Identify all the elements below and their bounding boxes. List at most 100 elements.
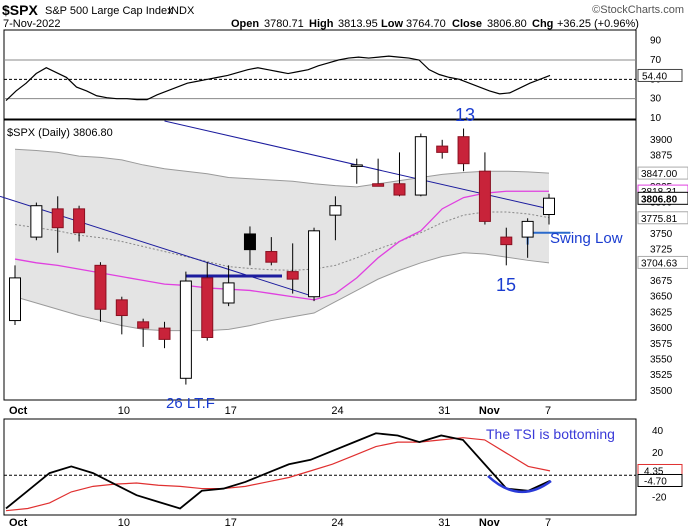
annotation-swing-low: Swing Low (550, 230, 623, 247)
oscillator-tick-10: 10 (650, 113, 662, 124)
price-tick-3575: 3575 (650, 339, 673, 350)
candle-body (265, 251, 278, 263)
price-x-tick-24: 24 (331, 405, 343, 417)
candle-body (9, 277, 21, 322)
candle (201, 262, 214, 341)
candle-body (372, 183, 385, 187)
price-tick-3675: 3675 (650, 276, 673, 287)
candle-body (137, 321, 150, 329)
tsi-x-tick-17: 17 (225, 517, 237, 528)
high-value: 3813.95 (338, 18, 378, 30)
candle-body (222, 282, 235, 304)
price-tick-3625: 3625 (650, 307, 673, 318)
tsi-tick--20: -20 (652, 492, 667, 503)
candle (158, 321, 171, 349)
candle (436, 139, 449, 159)
candle-body (51, 208, 64, 229)
candle (94, 262, 107, 322)
tsi-value-box-1 (637, 473, 683, 487)
oscillator-tick-90: 90 (650, 36, 662, 47)
candle-body (30, 205, 43, 238)
oscillator-panel (3, 29, 637, 120)
tsi-tick-40: 40 (652, 426, 664, 437)
price-value-label-2: 3806.80 (641, 194, 678, 205)
candle (265, 237, 278, 266)
bollinger-upper-line (14, 148, 550, 188)
price-tick-3500: 3500 (650, 386, 673, 397)
tsi-x-tick-31: 31 (438, 517, 450, 528)
symbol-title: $SPX (2, 2, 38, 18)
candle (286, 243, 299, 294)
price-tick-3725: 3725 (650, 245, 673, 256)
ohlc-readout: Open 3780.71 High 3813.95 Low 3764.70 Cl… (231, 18, 639, 30)
candle (393, 152, 406, 197)
close-value: 3806.80 (487, 18, 527, 30)
tsi-layer: -20020404.35-4.70 (4, 426, 683, 512)
price-x-tick-17: 17 (225, 405, 237, 417)
candle-body (521, 220, 534, 238)
tsi-value-label-0: 4.35 (644, 466, 664, 477)
tsi-x-tick-Oct: Oct (9, 517, 28, 528)
price-value-label-3: 3775.81 (641, 214, 678, 225)
candle-body (179, 280, 192, 379)
price-tick-3900: 3900 (650, 135, 673, 146)
price-x-tick-10: 10 (118, 405, 130, 417)
candle (179, 271, 192, 385)
candle (543, 193, 555, 225)
candle (329, 196, 342, 241)
candle-body (457, 136, 470, 165)
tsi-line (5, 432, 551, 510)
low-value: 3764.70 (406, 18, 446, 30)
tsi-x-tick-10: 10 (118, 517, 130, 528)
candle (73, 205, 86, 242)
price-value-box-3 (637, 211, 688, 225)
tsi-x-tick-24: 24 (331, 517, 343, 528)
candle (115, 296, 128, 335)
open-label: Open (231, 18, 259, 30)
watermark: ©StockCharts.com (592, 4, 684, 16)
price-value-label-0: 3847.00 (641, 169, 678, 180)
tsi-value-label-1: -4.70 (644, 476, 667, 487)
price-legend: $SPX (Daily) 3806.80 (7, 127, 113, 139)
price-value-label-4: 3704.63 (641, 258, 678, 269)
candle-body (500, 236, 513, 246)
chg-value: +36.25 (+0.96%) (557, 18, 639, 30)
oscillator-tick-30: 30 (650, 94, 662, 105)
chart-date: 7-Nov-2022 (3, 18, 60, 30)
high-label: High (309, 18, 334, 30)
candle-body (414, 136, 427, 196)
candle-body (201, 277, 214, 339)
open-value: 3780.71 (264, 18, 304, 30)
low-label: Low (381, 18, 403, 30)
bollinger-lower-line (14, 252, 550, 332)
chg-label: Chg (532, 18, 553, 30)
candle (457, 128, 470, 172)
candle-body (243, 233, 256, 251)
tsi-x-tick-Nov: Nov (479, 517, 501, 528)
price-value-box-0 (637, 166, 688, 180)
price-x-tick-Oct: Oct (9, 405, 28, 417)
oscillator-layer: 103050709054.40 (4, 36, 683, 124)
price-tick-3650: 3650 (650, 292, 673, 303)
price-x-tick-7: 7 (545, 405, 551, 417)
price-tick-3550: 3550 (650, 354, 673, 365)
candle (478, 152, 491, 225)
candle (350, 158, 363, 184)
annotation-tsi-note: The TSI is bottoming (486, 426, 615, 442)
candle (30, 202, 43, 241)
candle (308, 227, 321, 302)
candle-body (158, 327, 171, 340)
candle-body (478, 170, 491, 222)
candle-body (543, 197, 555, 216)
price-value-box-2 (637, 191, 688, 205)
oscillator-value-label: 54.40 (642, 71, 667, 82)
candle-body (115, 299, 128, 317)
price-tick-3750: 3750 (650, 229, 673, 240)
price-x-tick-31: 31 (438, 405, 450, 417)
oscillator-line (5, 55, 551, 102)
close-label: Close (452, 18, 482, 30)
price-tick-3525: 3525 (650, 370, 673, 381)
candle-body (436, 145, 449, 153)
candle-body (393, 183, 406, 196)
price-x-tick-Nov: Nov (479, 405, 501, 417)
